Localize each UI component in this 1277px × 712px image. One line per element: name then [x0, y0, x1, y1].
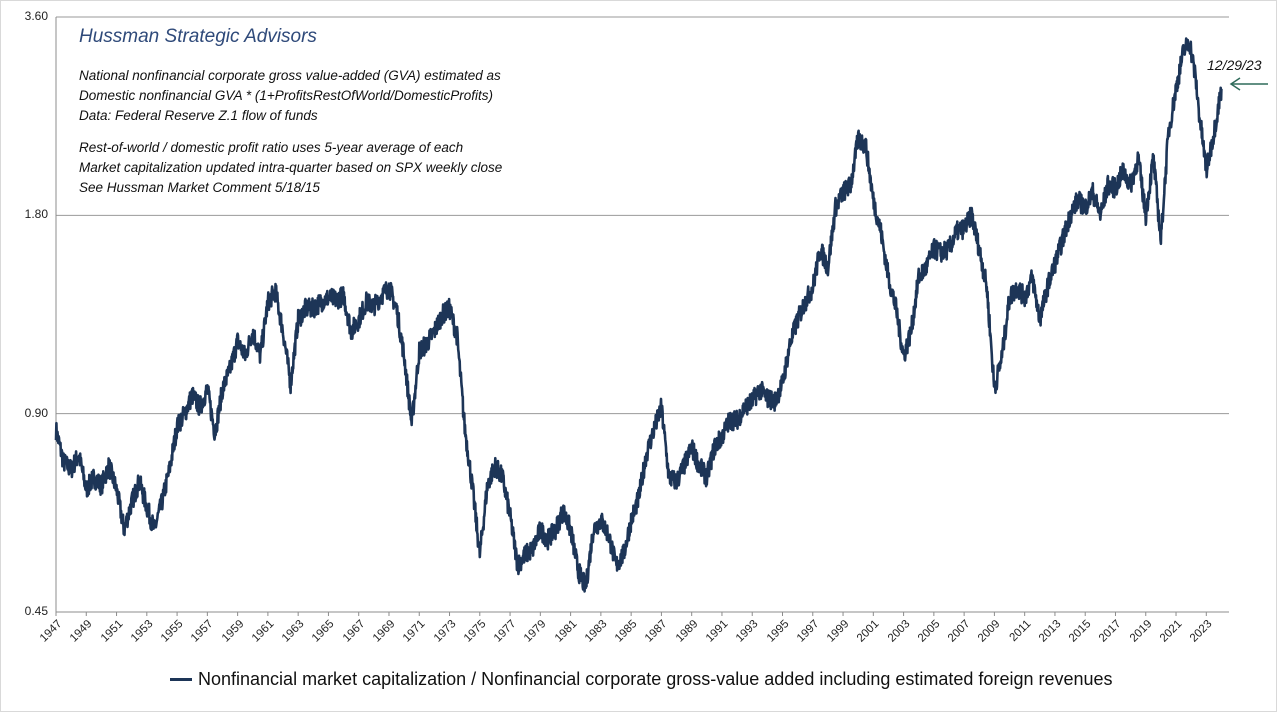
y-tick-label: 1.80 — [24, 207, 48, 222]
legend: Nonfinancial market capitalization / Non… — [170, 669, 1113, 690]
legend-swatch — [170, 678, 192, 681]
note-line: National nonfinancial corporate gross va… — [79, 68, 501, 83]
axes — [55, 17, 1229, 613]
chart-notes: National nonfinancial corporate gross va… — [79, 66, 502, 198]
note-line: See Hussman Market Comment 5/18/15 — [79, 180, 320, 195]
note-line: Data: Federal Reserve Z.1 flow of funds — [79, 108, 318, 123]
note-line: Market capitalization updated intra-quar… — [79, 160, 503, 175]
series-line — [54, 37, 1223, 593]
end-arrow-head — [1229, 77, 1241, 91]
legend-label: Nonfinancial market capitalization / Non… — [198, 669, 1113, 689]
y-tick-label: 0.90 — [24, 405, 48, 420]
note-line: Rest-of-world / domestic profit ratio us… — [79, 140, 464, 155]
note-line: Domestic nonfinancial GVA * (1+ProfitsRe… — [79, 88, 494, 103]
chart-title: Hussman Strategic Advisors — [79, 26, 317, 47]
y-tick-label: 0.45 — [24, 604, 48, 618]
end-date-label: 12/29/23 — [1207, 57, 1262, 73]
end-arrow — [1229, 77, 1268, 91]
x-tick-marks — [55, 612, 1207, 616]
y-tick-label: 3.60 — [24, 9, 48, 23]
